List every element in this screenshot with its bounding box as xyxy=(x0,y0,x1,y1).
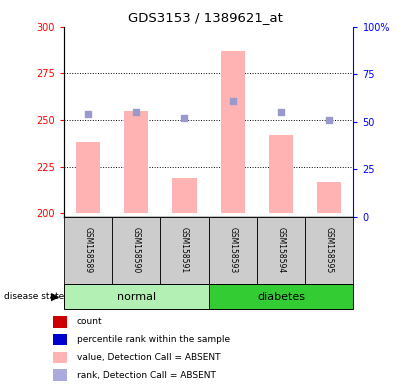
Bar xyxy=(221,51,245,213)
Point xyxy=(181,115,188,121)
Bar xyxy=(53,352,67,363)
Text: count: count xyxy=(77,317,102,326)
Point xyxy=(326,117,332,123)
Bar xyxy=(209,284,353,309)
Text: percentile rank within the sample: percentile rank within the sample xyxy=(77,335,230,344)
Bar xyxy=(53,334,67,345)
Text: ▶: ▶ xyxy=(51,291,60,302)
Bar xyxy=(160,217,209,284)
Text: GSM158590: GSM158590 xyxy=(132,227,141,274)
Bar xyxy=(257,217,305,284)
Bar xyxy=(53,316,67,328)
Bar xyxy=(269,135,293,213)
Point xyxy=(85,111,91,118)
Text: GSM158591: GSM158591 xyxy=(180,227,189,274)
Bar xyxy=(64,217,112,284)
Text: diabetes: diabetes xyxy=(257,291,305,302)
Bar xyxy=(317,182,342,213)
Text: GSM158595: GSM158595 xyxy=(325,227,334,274)
Point xyxy=(133,109,139,116)
Point xyxy=(278,109,284,116)
Bar xyxy=(172,178,196,213)
Bar xyxy=(209,217,257,284)
Text: GSM158593: GSM158593 xyxy=(228,227,237,274)
Bar xyxy=(64,284,208,309)
Text: value, Detection Call = ABSENT: value, Detection Call = ABSENT xyxy=(77,353,220,362)
Text: GDS3153 / 1389621_at: GDS3153 / 1389621_at xyxy=(128,12,283,25)
Bar xyxy=(305,217,353,284)
Point xyxy=(229,98,236,104)
Text: GSM158594: GSM158594 xyxy=(277,227,286,274)
Text: rank, Detection Call = ABSENT: rank, Detection Call = ABSENT xyxy=(77,371,215,380)
Bar xyxy=(76,142,100,213)
Text: disease state: disease state xyxy=(4,292,65,301)
Text: normal: normal xyxy=(117,291,156,302)
Bar xyxy=(112,217,160,284)
Text: GSM158589: GSM158589 xyxy=(83,227,92,274)
Bar xyxy=(53,369,67,381)
Bar xyxy=(124,111,148,213)
